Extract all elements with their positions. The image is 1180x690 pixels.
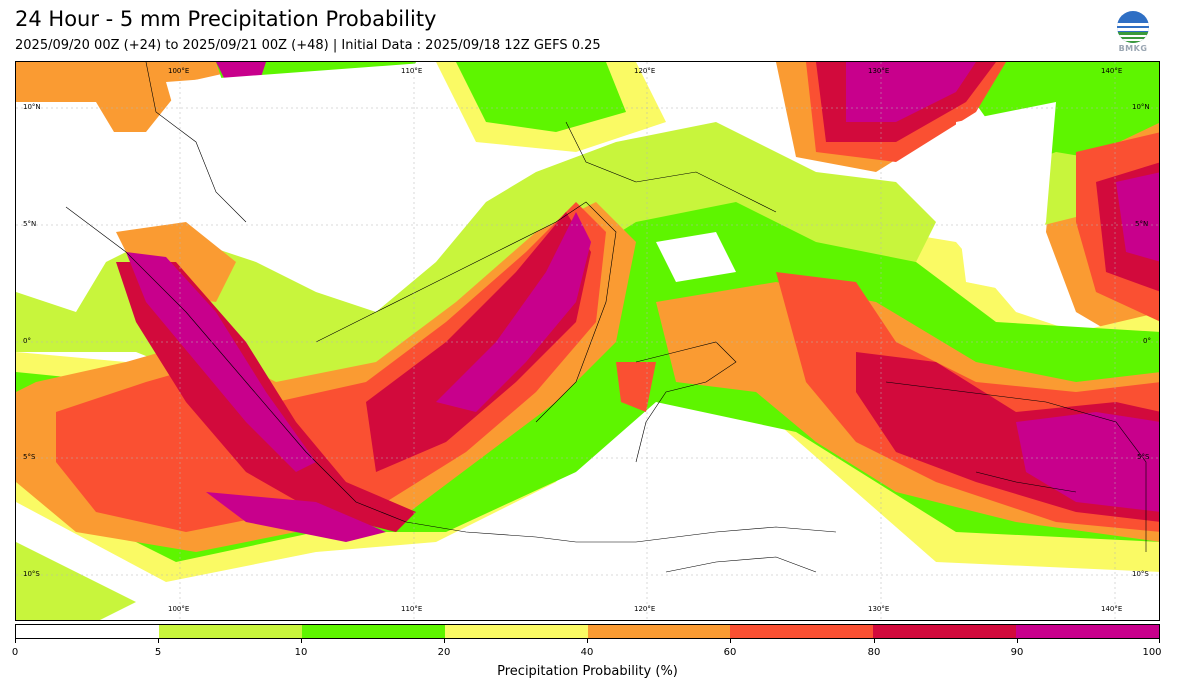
colorbar-tick-mark <box>15 639 16 643</box>
colorbar-tick-mark <box>1017 639 1018 643</box>
colorbar-tick-mark <box>874 639 875 643</box>
colorbar-tick-label: 90 <box>1010 647 1024 658</box>
colorbar-segment <box>16 625 159 638</box>
lon-label-top: 120°E <box>634 67 656 75</box>
map-subtitle: 2025/09/20 00Z (+24) to 2025/09/21 00Z (… <box>15 38 601 53</box>
colorbar-tick-label: 80 <box>867 647 881 658</box>
bmkg-globe-icon <box>1113 10 1153 54</box>
graticule <box>16 62 1159 620</box>
colorbar-tick-mark <box>1159 639 1160 643</box>
colorbar-tick-label: 0 <box>11 647 19 658</box>
colorbar-tick-label: 20 <box>437 647 451 658</box>
lat-label-left: 10°N <box>23 103 41 111</box>
colorbar-segment <box>873 625 1017 638</box>
lat-label-right: 5°N <box>1135 220 1149 228</box>
lat-label-left: 10°S <box>23 570 40 578</box>
colorbar-tick-label: 10 <box>294 647 308 658</box>
lon-label-top: 140°E <box>1101 67 1123 75</box>
lon-label-bottom: 120°E <box>634 605 656 613</box>
colorbar-segment <box>301 625 445 638</box>
precipitation-map[interactable]: 100°E 110°E 120°E 130°E 140°E 100°E 110°… <box>15 61 1160 621</box>
lat-label-right: 0° <box>1143 337 1151 345</box>
lat-label-right: 10°N <box>1132 103 1150 111</box>
lon-label-top: 130°E <box>868 67 890 75</box>
colorbar <box>15 624 1160 639</box>
map-canvas <box>16 62 1159 620</box>
map-title: 24 Hour - 5 mm Precipitation Probability <box>15 7 437 31</box>
lat-label-left: 5°N <box>23 220 37 228</box>
colorbar-tick-mark <box>301 639 302 643</box>
lon-label-bottom: 110°E <box>401 605 423 613</box>
colorbar-tick-mark <box>587 639 588 643</box>
colorbar-tick-mark <box>158 639 159 643</box>
colorbar-segment <box>1016 625 1159 638</box>
coastlines <box>65 62 1147 573</box>
colorbar-segment <box>587 625 731 638</box>
prob-90-layer <box>126 62 1159 542</box>
colorbar-segment <box>444 625 588 638</box>
lon-label-top: 100°E <box>168 67 190 75</box>
lat-label-left: 5°S <box>23 453 36 461</box>
colorbar-label: Precipitation Probability (%) <box>497 664 678 679</box>
colorbar-tick-mark <box>730 639 731 643</box>
lon-label-bottom: 140°E <box>1101 605 1123 613</box>
lon-label-bottom: 130°E <box>868 605 890 613</box>
lat-label-right: 10°S <box>1132 570 1149 578</box>
lat-label-left: 0° <box>23 337 31 345</box>
colorbar-segment <box>730 625 874 638</box>
lat-label-right: 5°S <box>1137 453 1150 461</box>
lon-label-top: 110°E <box>401 67 423 75</box>
dry-area-layer <box>16 62 1056 620</box>
colorbar-segment <box>158 625 302 638</box>
lon-label-bottom: 100°E <box>168 605 190 613</box>
colorbar-tick-label: 5 <box>154 647 162 658</box>
colorbar-tick-label: 100 <box>1142 647 1162 658</box>
colorbar-tick-label: 60 <box>723 647 737 658</box>
colorbar-tick-label: 40 <box>580 647 594 658</box>
colorbar-tick-mark <box>444 639 445 643</box>
logo-text: BMKG <box>1118 44 1148 53</box>
